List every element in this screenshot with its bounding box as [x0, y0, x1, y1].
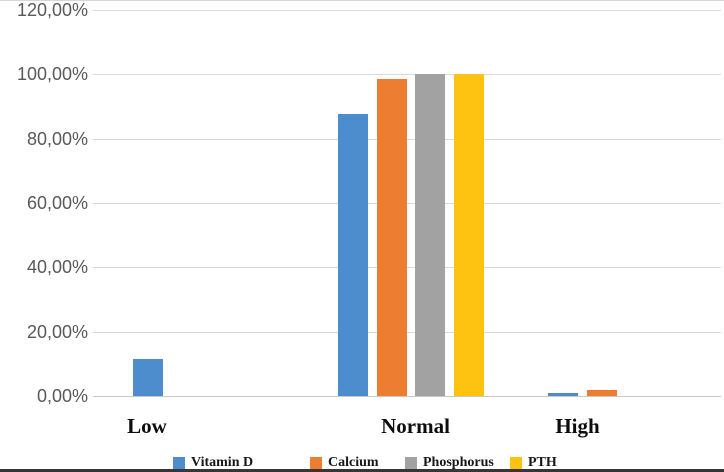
legend-swatch: [310, 457, 322, 469]
bar-vitamin-d-low: [133, 359, 163, 396]
image-top-border: [0, 0, 724, 1]
legend-label: PTH: [528, 455, 557, 470]
legend-swatch: [510, 457, 522, 469]
legend-label: Calcium: [328, 455, 379, 470]
legend-swatch: [173, 457, 185, 469]
category-label-normal: Normal: [381, 414, 450, 438]
bar-calcium-normal: [376, 79, 407, 396]
gridline: [93, 138, 721, 140]
legend-item-calcium: Calcium: [310, 456, 379, 470]
y-axis-tick-label: 120,00%: [16, 0, 88, 20]
bar-pth-normal: [453, 74, 484, 396]
legend-swatch: [405, 457, 417, 469]
image-bottom-border: [0, 469, 724, 472]
bar-vitamin-d-normal: [338, 114, 368, 396]
category-label-high: High: [555, 414, 600, 438]
bar-calcium-high: [586, 390, 617, 396]
gridline: [93, 10, 721, 11]
gridline: [93, 74, 721, 76]
y-axis-tick-label: 100,00%: [16, 64, 88, 85]
legend-item-pth: PTH: [510, 456, 557, 470]
legend-label: Vitamin D: [191, 455, 254, 470]
y-axis-tick-label: 80,00%: [26, 128, 88, 149]
legend-item-phosphorus: Phosphorus: [405, 456, 494, 470]
gridline: [93, 331, 721, 333]
category-label-low: Low: [127, 414, 167, 438]
gridline: [93, 267, 721, 269]
legend-label: Phosphorus: [423, 455, 494, 470]
y-axis-tick-label: 0,00%: [36, 386, 88, 406]
y-axis-tick-label: 40,00%: [26, 257, 88, 278]
legend-item-vitamin-d: Vitamin D: [173, 456, 253, 470]
bar-phosphorus-normal: [415, 74, 445, 396]
y-axis-tick-label: 60,00%: [26, 193, 88, 213]
x-axis-line: [93, 396, 721, 397]
gridline: [93, 203, 721, 204]
bar-vitamin-d-high: [548, 393, 578, 396]
y-axis-tick-label: 20,00%: [26, 321, 88, 342]
